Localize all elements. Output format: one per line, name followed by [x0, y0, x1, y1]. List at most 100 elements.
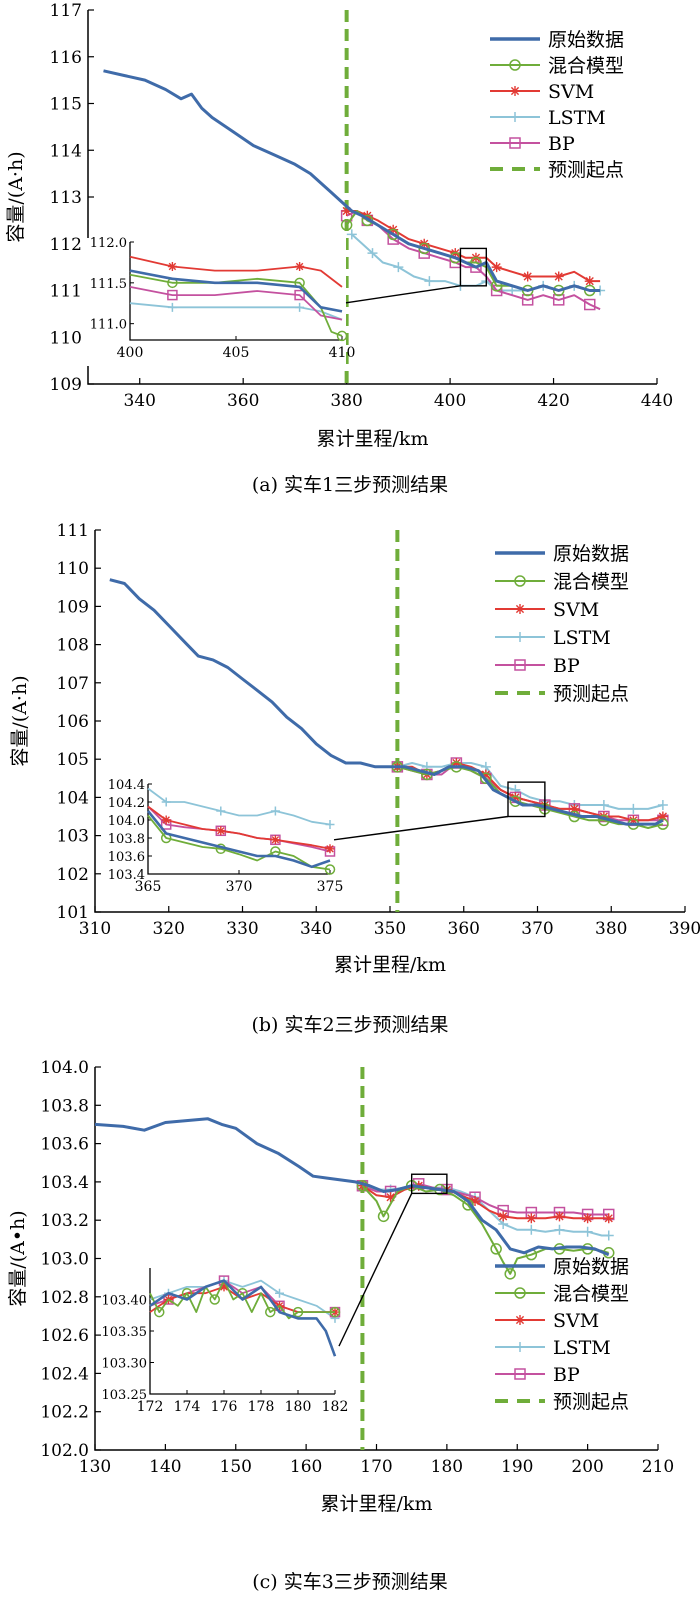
inset-y-tick-label: 111.5	[90, 277, 127, 292]
inset-y-tick-label: 103.4	[108, 868, 145, 883]
y-tick-label: 116	[50, 48, 82, 68]
inset-series-line-svm	[147, 805, 331, 850]
y-tick-label: 102.4	[40, 1364, 89, 1384]
inset-series-point-lstm	[325, 820, 335, 829]
series-line-lstm	[397, 762, 664, 810]
chart-car3: 130 140 150 160 170 180 190 200 210 102.0 102.2 102…	[7, 1058, 674, 1515]
inset-series-point-hybrid	[154, 1306, 165, 1318]
inset-series-point-svm	[295, 262, 305, 271]
series-point-svm	[522, 271, 533, 282]
caption-car1: (a) 实车1三步预测结果	[251, 474, 449, 496]
inset-series-point-hybrid	[336, 330, 348, 342]
chart-car1: 340 360 380 400 420 440 109 110 111 112 113 114 115 1…	[5, 1, 673, 450]
y-tick-label: 107	[57, 674, 89, 694]
series-point-lstm	[582, 1226, 593, 1237]
y-tick-label: 102.6	[40, 1326, 89, 1346]
series-point-svm	[628, 815, 639, 826]
x-tick-label: 340	[124, 391, 156, 411]
legend-label: BP	[548, 133, 575, 155]
x-tick-label: 340	[300, 919, 332, 939]
series-line-raw	[94, 1117, 610, 1257]
x-tick-label: 200	[571, 1457, 603, 1477]
x-tick-label: 320	[153, 919, 185, 939]
caption-car3: (c) 实车3三步预测结果	[252, 1571, 448, 1593]
inset-series-line-raw	[149, 1279, 337, 1357]
y-tick-label: 110	[57, 559, 89, 579]
legend-marker-lstm	[515, 632, 525, 642]
y-tick-label: 103.8	[40, 1096, 89, 1116]
series-point-lstm	[346, 229, 357, 240]
y-tick-label: 112	[50, 235, 82, 255]
inset-series-point-svm	[325, 844, 335, 854]
x-tick-label: 180	[431, 1457, 463, 1477]
inset-x-tick-label: 410	[329, 345, 356, 361]
inset-series-point-hybrid	[324, 864, 336, 875]
chart-car2: 310 320 330 340 350 360 370 380 390 101 102 103 104 1…	[9, 521, 700, 976]
series-point-svm	[584, 276, 595, 287]
series-line-raw	[109, 578, 664, 826]
x-axis-label: 累计里程/km	[321, 1493, 433, 1515]
y-tick-label: 103	[57, 827, 89, 847]
x-tick-label: 170	[360, 1457, 392, 1477]
series-point-svm	[480, 769, 491, 780]
series-point-lstm	[657, 800, 668, 811]
x-axis-label: 累计里程/km	[334, 954, 446, 976]
inset-series-point-lstm	[295, 302, 305, 312]
y-tick-label: 103.0	[40, 1250, 89, 1270]
legend-label: LSTM	[553, 627, 611, 649]
legend-marker-lstm	[515, 1342, 525, 1352]
series-point-hybrid	[490, 1243, 502, 1255]
series-point-lstm	[598, 800, 609, 811]
y-tick-label: 110	[50, 328, 82, 348]
inset-background	[86, 238, 346, 366]
inset-x-tick-label: 375	[317, 879, 344, 895]
inset-series-point-hybrid	[209, 1294, 220, 1305]
series-point-svm	[510, 792, 521, 803]
inset-y-tick-label: 104.2	[108, 796, 145, 811]
y-tick-label: 102.2	[40, 1403, 89, 1423]
legend-label: 预测起点	[553, 1391, 629, 1413]
series-point-lstm	[603, 1230, 614, 1241]
series-point-svm	[491, 262, 502, 273]
x-tick-label: 360	[448, 919, 480, 939]
y-tick-label: 111	[57, 521, 89, 541]
series-point-svm	[526, 1213, 537, 1224]
inset-y-tick-label: 104.0	[108, 814, 145, 829]
x-tick-label: 140	[149, 1457, 181, 1477]
legend-marker-svm	[510, 86, 520, 96]
caption-car2: (b) 实车2三步预测结果	[251, 1014, 449, 1036]
inset-y-tick-label: 103.30	[102, 1357, 148, 1372]
zoom-box	[459, 247, 488, 287]
legend-label: 混合模型	[553, 571, 629, 593]
y-axis-label: 容量/(A·h)	[5, 151, 27, 242]
series-point-svm	[553, 271, 564, 282]
legend-label: SVM	[553, 1310, 599, 1332]
series-point-hybrid	[387, 228, 399, 241]
inset-y-tick-label: 112.0	[90, 236, 127, 251]
inset-series-point-svm	[161, 815, 171, 825]
series-point-svm	[498, 1211, 509, 1222]
x-tick-label: 130	[79, 1457, 111, 1477]
series-point-svm	[554, 1211, 565, 1222]
series-point-hybrid	[377, 1210, 390, 1223]
y-tick-label: 103.4	[40, 1173, 89, 1193]
y-tick-label: 104.0	[40, 1058, 89, 1078]
legend-label: SVM	[548, 81, 594, 103]
inset-x-tick-label: 405	[223, 345, 250, 361]
series-line-raw	[103, 69, 601, 292]
x-tick-label: 310	[79, 919, 111, 939]
legend-label: BP	[553, 655, 580, 677]
inset-series-line-lstm	[147, 787, 331, 826]
series-point-hybrid	[340, 219, 353, 231]
inset-y-tick-label: 111.0	[90, 318, 127, 333]
zoom-box	[410, 1173, 448, 1195]
inset-series-point-bp	[294, 289, 305, 301]
inset-series-point-hybrid	[265, 1306, 276, 1318]
legend-label: SVM	[553, 599, 599, 621]
series-point-svm	[385, 1192, 396, 1203]
inset-series-line-hybrid	[147, 814, 331, 871]
inset-series-point-lstm	[216, 806, 226, 816]
inset-y-tick-label: 103.8	[108, 832, 145, 847]
inset-y-tick-label: 103.35	[102, 1325, 148, 1340]
inset-y-tick-label: 103.40	[102, 1294, 148, 1309]
